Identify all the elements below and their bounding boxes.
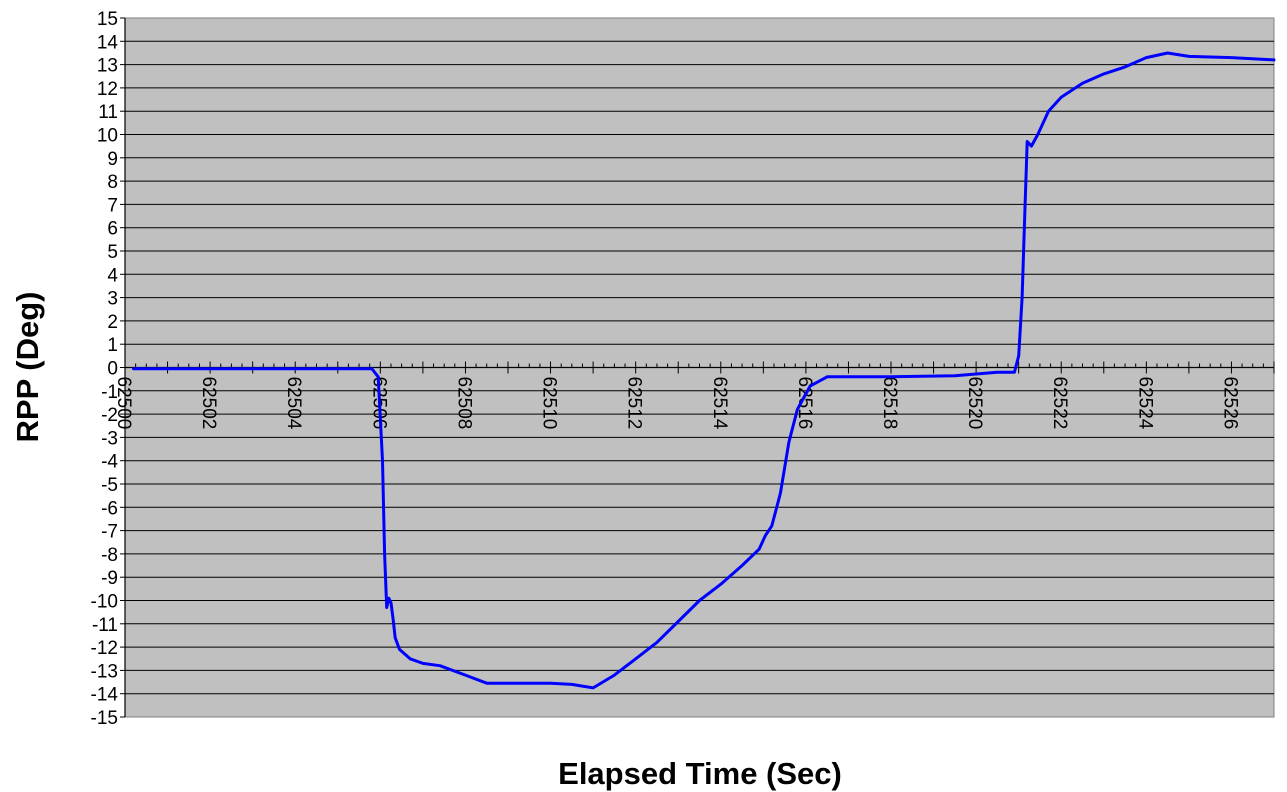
- series-line: [132, 51, 1276, 690]
- x-tick-label: 62512: [624, 377, 645, 430]
- x-axis-title: Elapsed Time (Sec): [558, 756, 842, 791]
- y-tick-label: -1: [101, 382, 118, 403]
- y-tick-label: -12: [91, 638, 118, 659]
- y-tick-label: 8: [107, 172, 118, 193]
- y-tick-label: 11: [98, 102, 118, 123]
- y-tick-label: 2: [107, 312, 118, 333]
- x-tick-label: 62514: [709, 377, 730, 430]
- x-tick-label: 62518: [879, 377, 900, 430]
- y-tick-label: -9: [101, 568, 118, 589]
- x-tick-label: 62510: [539, 377, 560, 430]
- x-tick-label: 62500: [113, 377, 134, 430]
- y-tick-label: -14: [91, 685, 119, 706]
- y-tick-label: 7: [107, 195, 118, 216]
- y-axis-title: RPP (Deg): [10, 291, 45, 442]
- y-tick-label: 5: [107, 242, 118, 263]
- y-tick-label: -7: [101, 522, 118, 543]
- x-tick-label: 62502: [198, 377, 219, 430]
- x-tick-label: 62520: [964, 377, 985, 430]
- x-tick-label: 62522: [1049, 377, 1070, 430]
- series-group: [132, 51, 1276, 690]
- gridlines: [125, 40, 1274, 695]
- y-tick-label: -5: [101, 475, 118, 496]
- y-tick-label: 13: [97, 56, 118, 77]
- x-tick-label: 62524: [1134, 377, 1155, 430]
- y-tick-label: -2: [101, 405, 118, 426]
- y-tick-label: 0: [107, 359, 118, 380]
- y-tick-labels: 1514131211109876543210-1-2-3-4-5-6-7-8-9…: [91, 9, 119, 729]
- y-tick-label: -10: [91, 592, 118, 613]
- x-tick-label: 62526: [1219, 377, 1240, 430]
- y-tick-label: 3: [107, 289, 118, 310]
- x-tick-label: 62508: [453, 377, 474, 430]
- y-tick-label: 4: [107, 265, 118, 286]
- y-tick-label: 9: [107, 149, 118, 170]
- y-tick-label: -11: [92, 615, 118, 636]
- y-tick-label: -4: [101, 452, 118, 473]
- y-tick-label: -6: [101, 498, 118, 519]
- x-tick-labels: 62500 62502 62504 62506 62508 62510 62512 62514…: [113, 377, 1240, 430]
- y-tick-label: 12: [97, 79, 118, 100]
- y-tick-label: -13: [91, 661, 118, 682]
- y-tick-label: 15: [97, 9, 118, 30]
- y-tick-label: -3: [101, 428, 118, 449]
- y-tick-label: 1: [107, 335, 118, 356]
- y-tick-label: -15: [91, 708, 118, 729]
- y-tick-label: 6: [107, 219, 118, 240]
- x-tick-label: 62504: [283, 377, 304, 430]
- y-tick-label: -8: [101, 545, 118, 566]
- y-tick-label: 14: [97, 32, 119, 53]
- y-tick-label: 10: [97, 126, 118, 147]
